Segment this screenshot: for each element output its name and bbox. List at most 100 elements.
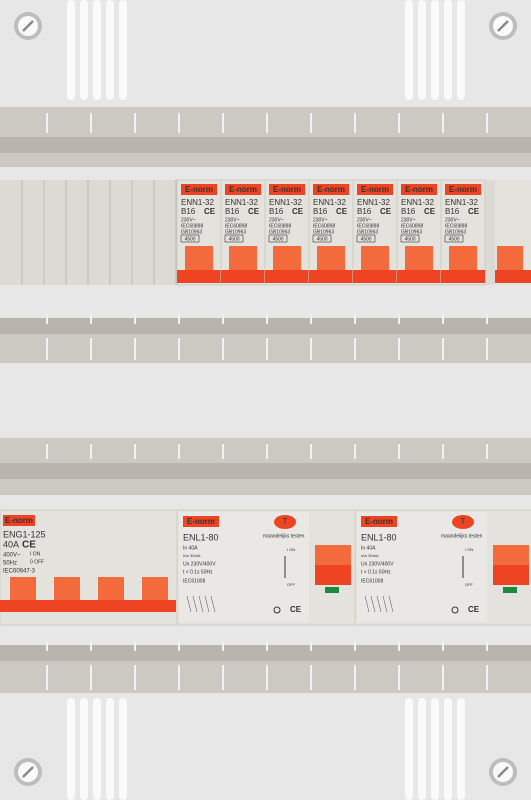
label: t < 0.1s 50Hz	[183, 569, 213, 575]
label: In 40A	[361, 545, 376, 551]
label: 230V~	[225, 217, 240, 223]
brand-badge	[181, 184, 217, 195]
rail-band	[0, 463, 531, 479]
label: B16	[445, 207, 460, 216]
label: B16	[357, 207, 372, 216]
vent-slot	[80, 0, 88, 100]
vent-slot	[67, 0, 75, 100]
lever-base	[353, 270, 397, 283]
label: 4500	[316, 236, 327, 242]
label: ENL1-80	[183, 532, 219, 542]
label: IEC60898	[401, 223, 423, 229]
brand-badge	[313, 184, 349, 195]
capacity-box	[224, 234, 244, 243]
brand-badge	[361, 516, 397, 527]
label: IEC61008	[361, 578, 383, 584]
lever	[142, 577, 168, 601]
label: ENN1-32	[181, 198, 214, 207]
label: B16	[225, 207, 240, 216]
label: GB10963	[357, 229, 378, 235]
label: GB10963	[313, 229, 334, 235]
label: IEC60898	[357, 223, 379, 229]
label: I ON	[287, 547, 295, 552]
schematic	[376, 595, 382, 613]
capacity-box	[268, 234, 288, 243]
label: IΔn 30mA	[183, 553, 201, 558]
label: CE	[424, 207, 436, 216]
vent-slot	[418, 0, 426, 100]
vent-slot	[93, 0, 101, 100]
label: B16	[313, 207, 328, 216]
vent-slot	[418, 698, 426, 800]
schematic	[192, 595, 198, 613]
label: IEC60898	[225, 223, 247, 229]
rail-band	[0, 137, 531, 153]
label: I ON	[465, 547, 473, 552]
lever-base	[265, 270, 309, 283]
label: E-norm	[229, 185, 257, 194]
lever	[449, 246, 477, 270]
label: ENN1-32	[313, 198, 346, 207]
label: 4500	[448, 236, 459, 242]
lever	[10, 577, 36, 601]
label: 230V~	[181, 217, 196, 223]
test-button	[452, 515, 474, 529]
vent-slot	[405, 698, 413, 800]
label: ENL1-80	[361, 532, 397, 542]
schematic	[370, 595, 376, 613]
brand-badge	[183, 516, 219, 527]
label: 4500	[360, 236, 371, 242]
label: ENN1-32	[445, 198, 478, 207]
label: E-norm	[317, 185, 345, 194]
label: 230V~	[313, 217, 328, 223]
schematic	[364, 595, 370, 613]
schematic	[204, 595, 210, 613]
label: 50Hz	[3, 561, 17, 567]
status-window	[503, 587, 517, 593]
label: CE	[380, 207, 392, 216]
label: ENN1-32	[269, 198, 302, 207]
vent-slot	[444, 698, 452, 800]
label: IEC60898	[181, 223, 203, 229]
lever-base	[495, 270, 531, 283]
lever-base	[44, 600, 88, 612]
vent-slot	[93, 698, 101, 800]
label: B16	[269, 207, 284, 216]
lever-base	[397, 270, 441, 283]
label: maandelijks testen	[263, 533, 305, 539]
label: t < 0.1s 50Hz	[361, 569, 391, 575]
rail-band	[0, 645, 531, 661]
brand-badge	[3, 515, 35, 526]
label: IEC60898	[269, 223, 291, 229]
schematic	[382, 595, 388, 613]
status-window	[325, 587, 339, 593]
label: ENG1-125	[3, 529, 46, 539]
label: IEC61008	[183, 578, 205, 584]
vent-slot	[457, 0, 465, 100]
label: 230V~	[445, 217, 460, 223]
lever-base	[88, 600, 132, 612]
vent-slot	[405, 0, 413, 100]
label: Un 230V/400V	[183, 561, 216, 567]
label: ENN1-32	[225, 198, 258, 207]
brand-badge	[225, 184, 261, 195]
label: 4500	[228, 236, 239, 242]
label: 40A	[3, 539, 19, 549]
label: GB10963	[269, 229, 290, 235]
label: CE	[290, 605, 302, 614]
lever-base	[132, 600, 176, 612]
label: CE	[336, 207, 348, 216]
brand-badge	[269, 184, 305, 195]
label: ENN1-32	[357, 198, 390, 207]
label: 4500	[272, 236, 283, 242]
lever	[317, 246, 345, 270]
lever-base	[309, 270, 353, 283]
schematic	[388, 595, 394, 613]
label: I ON	[30, 551, 41, 557]
indicator-base	[315, 565, 351, 585]
label: CE	[22, 540, 36, 551]
vent-slot	[67, 698, 75, 800]
label: E-norm	[365, 517, 393, 526]
